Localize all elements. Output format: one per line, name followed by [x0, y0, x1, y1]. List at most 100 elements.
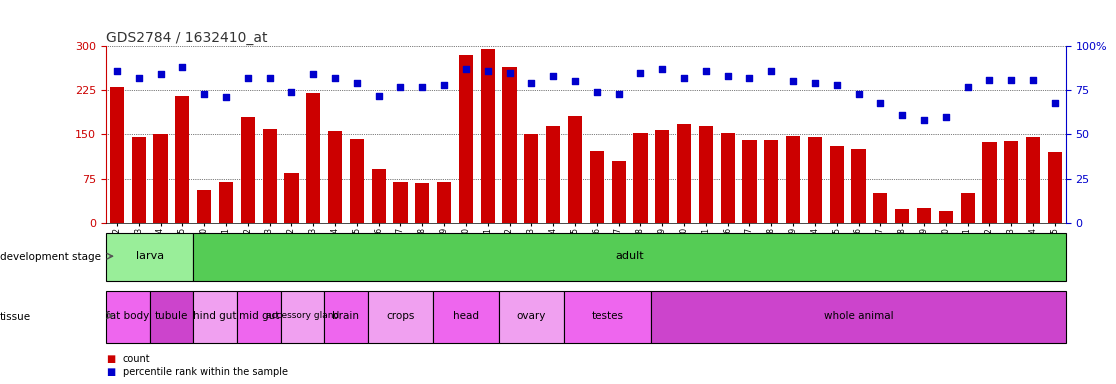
Bar: [175, 96, 190, 223]
Bar: [437, 182, 451, 223]
Bar: [721, 132, 734, 223]
Text: crops: crops: [386, 311, 415, 321]
Bar: [106, 291, 150, 343]
Point: [479, 68, 497, 74]
Point: [719, 73, 737, 79]
Point: [893, 112, 911, 118]
Bar: [808, 137, 822, 223]
Bar: [324, 291, 368, 343]
Bar: [306, 93, 320, 223]
Point: [849, 91, 867, 97]
Bar: [895, 209, 910, 223]
Bar: [699, 126, 713, 223]
Bar: [786, 136, 800, 223]
Bar: [939, 211, 953, 223]
Point: [305, 71, 323, 78]
Point: [261, 75, 279, 81]
Text: ■: ■: [106, 354, 115, 364]
Bar: [328, 131, 343, 223]
Bar: [499, 291, 564, 343]
Point: [915, 117, 933, 123]
Text: adult: adult: [615, 251, 644, 261]
Point: [545, 73, 562, 79]
Bar: [634, 133, 647, 223]
Text: mid gut: mid gut: [239, 311, 279, 321]
Point: [282, 89, 300, 95]
Point: [741, 75, 759, 81]
Bar: [459, 55, 473, 223]
Point: [108, 68, 126, 74]
Bar: [198, 190, 211, 223]
Point: [936, 114, 954, 120]
Point: [762, 68, 780, 74]
Bar: [372, 169, 386, 223]
Point: [195, 91, 213, 97]
Bar: [982, 142, 997, 223]
Point: [501, 70, 519, 76]
Text: testes: testes: [591, 311, 624, 321]
Bar: [874, 193, 887, 223]
Bar: [285, 173, 298, 223]
Bar: [262, 129, 277, 223]
Bar: [764, 140, 778, 223]
Point: [806, 80, 824, 86]
Bar: [132, 137, 146, 223]
Point: [1002, 76, 1020, 83]
Text: whole animal: whole animal: [824, 311, 894, 321]
Point: [217, 94, 235, 100]
Text: head: head: [453, 311, 479, 321]
Bar: [106, 233, 193, 281]
Bar: [612, 161, 626, 223]
Bar: [652, 291, 1066, 343]
Text: tissue: tissue: [0, 312, 31, 322]
Text: larva: larva: [135, 251, 164, 261]
Bar: [1026, 137, 1040, 223]
Bar: [852, 149, 866, 223]
Point: [1024, 76, 1042, 83]
Text: development stage: development stage: [0, 252, 102, 262]
Bar: [219, 182, 233, 223]
Text: tubule: tubule: [155, 311, 189, 321]
Bar: [917, 208, 931, 223]
Point: [129, 75, 147, 81]
Bar: [280, 291, 324, 343]
Point: [348, 80, 366, 86]
Point: [435, 82, 453, 88]
Text: fat body: fat body: [106, 311, 150, 321]
Bar: [1004, 141, 1018, 223]
Point: [653, 66, 671, 72]
Point: [522, 80, 540, 86]
Point: [173, 64, 191, 70]
Text: ovary: ovary: [517, 311, 546, 321]
Bar: [150, 291, 193, 343]
Bar: [433, 291, 499, 343]
Text: ■: ■: [106, 367, 115, 377]
Text: hind gut: hind gut: [193, 311, 237, 321]
Point: [785, 78, 802, 84]
Bar: [241, 117, 254, 223]
Point: [1046, 99, 1064, 106]
Text: brain: brain: [333, 311, 359, 321]
Point: [609, 91, 627, 97]
Point: [959, 84, 976, 90]
Point: [675, 75, 693, 81]
Point: [632, 70, 650, 76]
Bar: [415, 183, 430, 223]
Point: [413, 84, 431, 90]
Bar: [349, 139, 364, 223]
Bar: [655, 130, 670, 223]
Bar: [368, 291, 433, 343]
Bar: [193, 291, 237, 343]
Bar: [154, 134, 167, 223]
Bar: [481, 49, 494, 223]
Text: count: count: [123, 354, 151, 364]
Point: [326, 75, 344, 81]
Bar: [546, 126, 560, 223]
Point: [828, 82, 846, 88]
Text: accessory gland: accessory gland: [266, 311, 339, 320]
Point: [872, 99, 889, 106]
Point: [981, 76, 999, 83]
Point: [566, 78, 584, 84]
Bar: [394, 182, 407, 223]
Bar: [237, 291, 280, 343]
